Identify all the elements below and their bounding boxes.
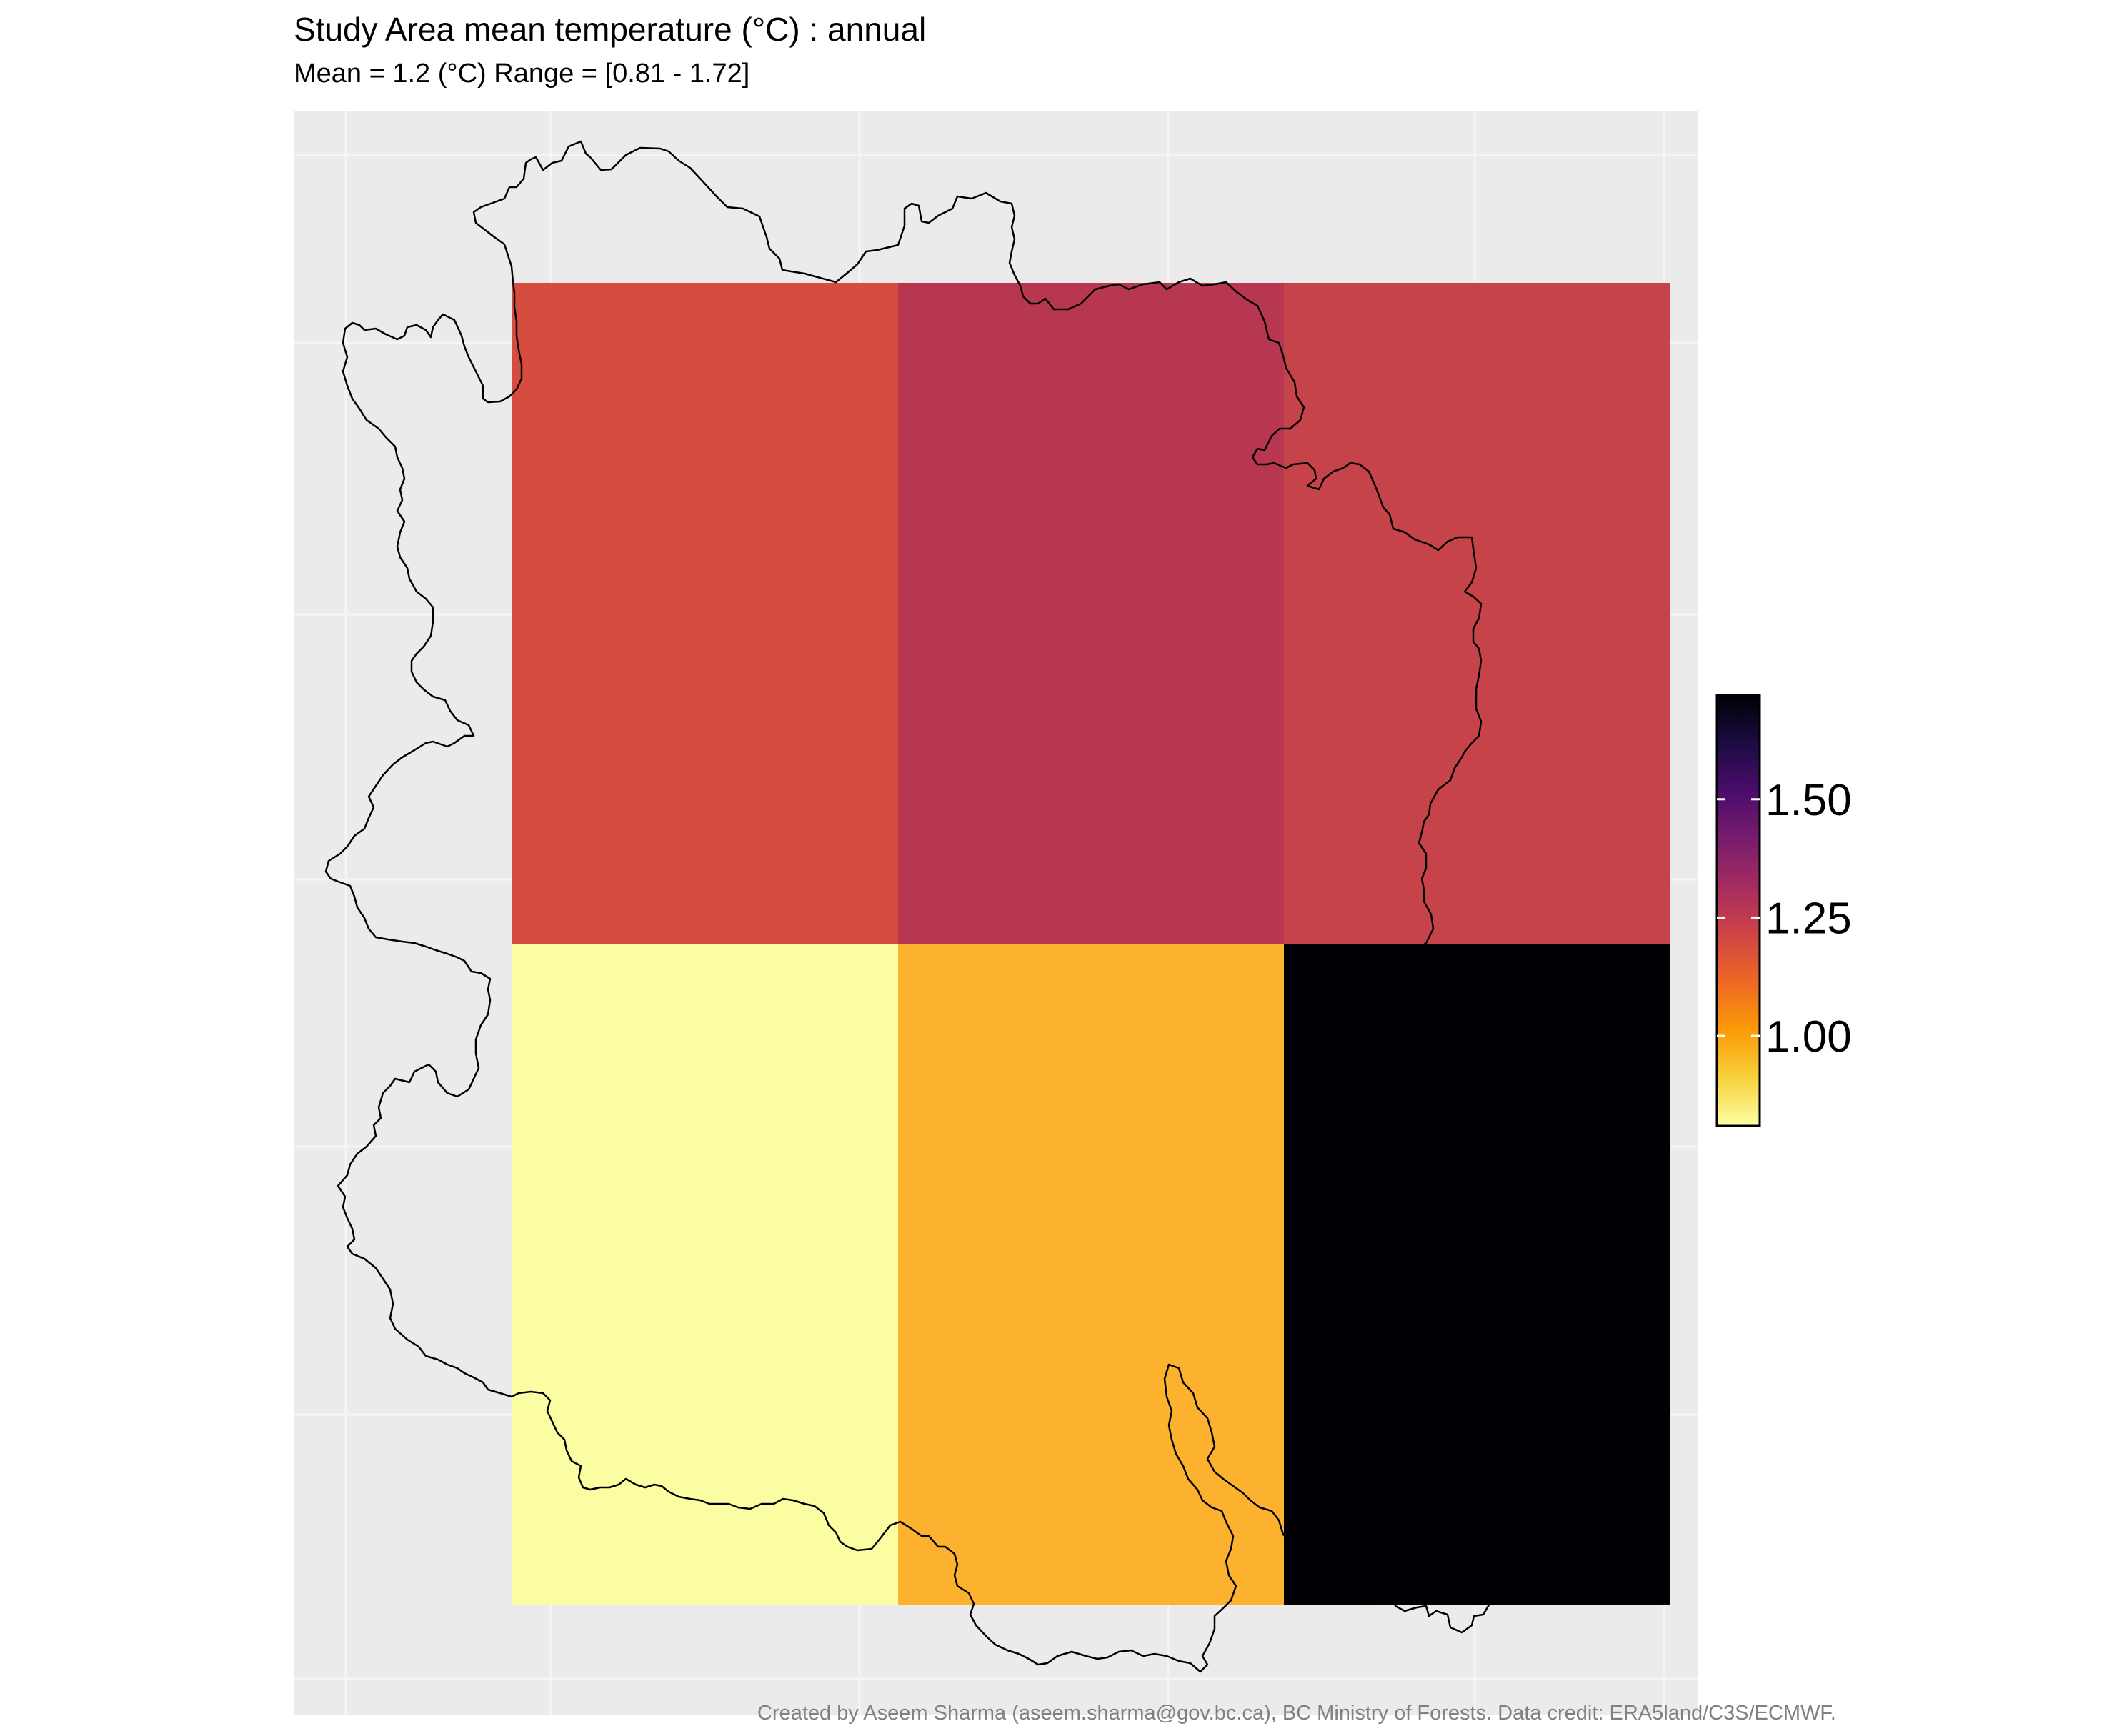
heatmap-cell-r0-c0 [512, 283, 899, 944]
colorbar: 1.00 1.25 1.50 [1715, 694, 1852, 1127]
colorbar-gradient [1715, 694, 1761, 1127]
map-subtitle: Mean = 1.2 (°C) Range = [0.81 - 1.72] [294, 59, 750, 89]
heatmap-cell-r1-c1 [898, 944, 1285, 1605]
colorbar-ticks: 1.00 1.25 1.50 [1717, 776, 1852, 1062]
heatmap-cells [512, 283, 1670, 1605]
colorbar-tick-label: 1.00 [1765, 1012, 1852, 1062]
map-title: Study Area mean temperature (°C) : annua… [294, 11, 927, 48]
heatmap-cell-r0-c1 [898, 283, 1285, 944]
heatmap-cell-r1-c2 [1284, 944, 1670, 1605]
heatmap-cell-r1-c0 [512, 944, 899, 1605]
map-caption: Created by Aseem Sharma (aseem.sharma@go… [757, 1702, 1836, 1725]
heatmap-cell-r0-c2 [1284, 283, 1670, 944]
colorbar-tick-label: 1.25 [1765, 894, 1852, 943]
study-area-boundary [324, 140, 1502, 1673]
colorbar-tick-label: 1.50 [1765, 776, 1852, 825]
